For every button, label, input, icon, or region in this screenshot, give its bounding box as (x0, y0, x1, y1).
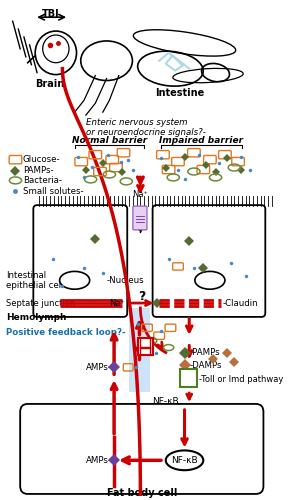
Text: Bacteria-: Bacteria- (23, 176, 62, 185)
Text: Septate junction-: Septate junction- (6, 298, 78, 308)
Text: Hemolymph: Hemolymph (6, 314, 67, 322)
FancyBboxPatch shape (152, 205, 265, 317)
Text: Intestine: Intestine (155, 88, 205, 99)
Text: Small solutes-: Small solutes- (23, 187, 84, 196)
FancyBboxPatch shape (133, 206, 147, 230)
Text: Intestinal
epithelial cell: Intestinal epithelial cell (6, 270, 64, 290)
Text: PAMPs-: PAMPs- (23, 166, 54, 175)
Text: NF-κB: NF-κB (152, 398, 179, 406)
Ellipse shape (60, 272, 90, 289)
Text: AMPs-: AMPs- (86, 456, 112, 465)
Text: TBI: TBI (42, 10, 60, 20)
Text: NF-κB: NF-κB (171, 456, 198, 465)
Text: Fat body cell: Fat body cell (107, 488, 178, 498)
Ellipse shape (166, 450, 203, 470)
Text: AMPs-: AMPs- (86, 363, 112, 372)
FancyBboxPatch shape (180, 370, 197, 387)
Text: -DAMPs: -DAMPs (189, 361, 222, 370)
Text: -Claudin: -Claudin (223, 298, 259, 308)
Text: Normal barrier: Normal barrier (72, 136, 147, 145)
Bar (129, 308, 150, 392)
Text: Na⁺: Na⁺ (109, 298, 125, 308)
Text: -Nucleus: -Nucleus (106, 276, 144, 285)
Text: Positive feedback loop?-: Positive feedback loop?- (6, 328, 126, 337)
Text: Enteric nervous system
or neuroendocrine signals?-: Enteric nervous system or neuroendocrine… (86, 118, 206, 138)
FancyBboxPatch shape (33, 205, 127, 317)
Text: ?: ? (138, 290, 146, 302)
Text: -PAMPs: -PAMPs (189, 348, 220, 357)
FancyBboxPatch shape (138, 338, 152, 355)
Text: Na⁺: Na⁺ (132, 190, 148, 199)
Ellipse shape (195, 272, 225, 289)
Text: -Toll or Imd pathway: -Toll or Imd pathway (199, 374, 283, 384)
Text: Glucose-: Glucose- (23, 155, 61, 164)
FancyBboxPatch shape (20, 404, 263, 494)
Text: Impaired barrier: Impaired barrier (159, 136, 243, 145)
Text: Brain: Brain (36, 78, 65, 88)
